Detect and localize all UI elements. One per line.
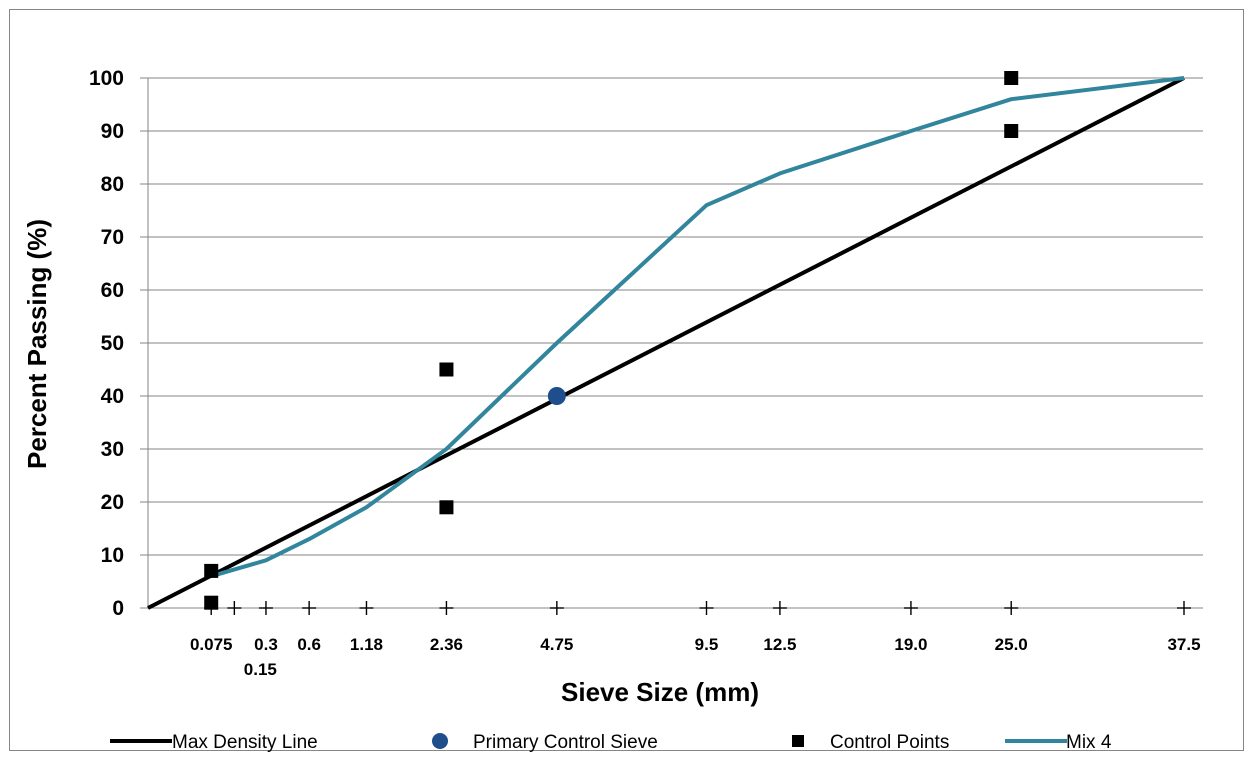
series-primary-control-sieve: [547, 387, 566, 405]
y-tick-label: 0: [112, 597, 124, 620]
x-tick-label: 19.0: [894, 635, 927, 654]
y-tick-label: 60: [101, 279, 124, 302]
y-tick-label: 10: [101, 544, 124, 567]
legend-label: Primary Control Sieve: [473, 732, 658, 753]
chart-frame: [9, 9, 1244, 751]
control-point-marker: [204, 563, 219, 578]
y-tick-label: 20: [101, 491, 124, 514]
x-tick-label: 9.5: [695, 635, 719, 654]
primary-control-sieve-marker: [547, 387, 566, 405]
y-tick-label: 90: [101, 120, 124, 143]
y-tick-label: 30: [101, 438, 124, 461]
control-point-marker: [439, 500, 454, 515]
series-layer: [147, 71, 1185, 610]
control-point-marker: [439, 362, 454, 377]
series-mix-4: [210, 76, 1185, 579]
legend-label: Max Density Line: [172, 732, 318, 753]
x-tick-label: 4.75: [540, 635, 573, 654]
control-point-marker: [1004, 71, 1019, 85]
legend-circle-swatch: [432, 733, 448, 749]
legend: Max Density Line Primary Control Sieve Con…: [110, 732, 1112, 753]
series-line: [147, 76, 1185, 610]
x-tick-label: 0.075: [190, 635, 233, 654]
x-tick-label: 25.0: [995, 635, 1028, 654]
y-tick-label: 100: [89, 67, 124, 90]
x-axis-title: Sieve Size (mm): [561, 677, 759, 707]
series-line: [210, 76, 1185, 579]
legend-item: Max Density Line: [110, 732, 318, 753]
x-tick-label: 37.5: [1167, 635, 1200, 654]
y-tick-label: 80: [101, 173, 124, 196]
grid-lines: [140, 77, 1203, 609]
x-tick-label: 2.36: [430, 635, 463, 654]
legend-item: Control Points: [792, 732, 949, 753]
control-point-marker: [1004, 124, 1019, 138]
x-tick-labels: 0.075 0.15 0.3 0.6 1.18 2.36 4.75 9.5 12.5 19.0 25…: [190, 635, 1201, 679]
x-tick-label: 12.5: [763, 635, 796, 654]
y-tick-label: 50: [101, 332, 124, 355]
x-tick-label: 0.6: [297, 635, 321, 654]
legend-item: Mix 4: [1005, 732, 1112, 753]
legend-item: Primary Control Sieve: [432, 732, 658, 753]
y-tick-label: 70: [101, 226, 124, 249]
x-tick-label: 0.3: [254, 635, 278, 654]
legend-label: Control Points: [830, 732, 949, 753]
series-max-density-line: [147, 76, 1185, 610]
x-tick-label: 1.18: [350, 635, 383, 654]
series-control-points: [204, 71, 1019, 610]
x-tick-label: 0.15: [244, 660, 277, 679]
y-axis-title: Percent Passing (%): [22, 219, 52, 469]
control-point-marker: [204, 595, 219, 610]
y-tick-label: 40: [101, 385, 124, 408]
legend-label: Mix 4: [1066, 732, 1112, 753]
y-tick-labels: 0 10 20 30 40 50 60 70 80 90 100: [89, 67, 124, 620]
legend-square-swatch: [792, 735, 804, 747]
